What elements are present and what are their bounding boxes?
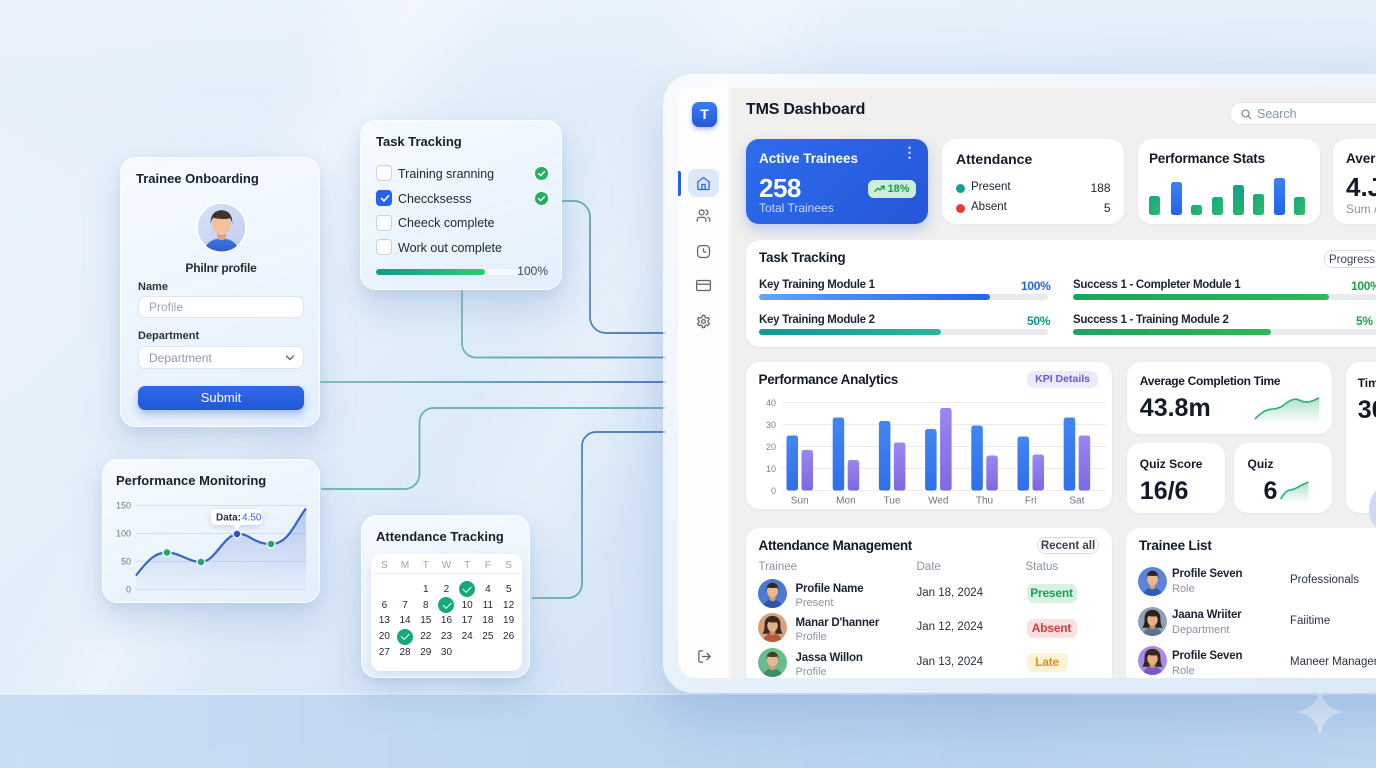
svg-text:Wed: Wed (928, 495, 948, 505)
svg-text:Fri: Fri (1024, 495, 1036, 505)
svg-text:Thu: Thu (975, 495, 992, 505)
svg-text:30: 30 (765, 420, 775, 430)
svg-text:Tue: Tue (883, 495, 900, 505)
svg-text:40: 40 (765, 398, 775, 408)
svg-text:50: 50 (121, 557, 131, 567)
svg-text:150: 150 (116, 501, 131, 511)
svg-text:Data:: Data: (216, 513, 241, 524)
svg-text:Sat: Sat (1069, 495, 1084, 505)
svg-text:10: 10 (765, 464, 775, 474)
svg-text:100: 100 (116, 529, 131, 539)
svg-text:4.50: 4.50 (242, 513, 262, 524)
svg-text:0: 0 (770, 486, 775, 496)
svg-text:Mon: Mon (836, 495, 855, 505)
svg-text:Sun: Sun (790, 495, 808, 505)
svg-text:0: 0 (126, 585, 131, 595)
svg-text:20: 20 (765, 442, 775, 452)
